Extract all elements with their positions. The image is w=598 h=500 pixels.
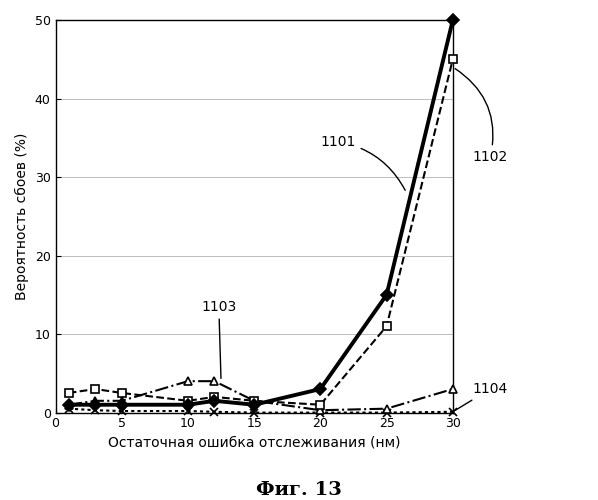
Text: 1103: 1103 bbox=[201, 300, 236, 378]
X-axis label: Остаточная ошибка отслеживания (нм): Остаточная ошибка отслеживания (нм) bbox=[108, 436, 401, 450]
Y-axis label: Вероятность сбоев (%): Вероятность сбоев (%) bbox=[15, 132, 29, 300]
Text: 1101: 1101 bbox=[321, 134, 405, 190]
Text: 1102: 1102 bbox=[455, 68, 508, 164]
Text: Фиг. 13: Фиг. 13 bbox=[256, 481, 342, 499]
Text: 1104: 1104 bbox=[455, 382, 508, 410]
